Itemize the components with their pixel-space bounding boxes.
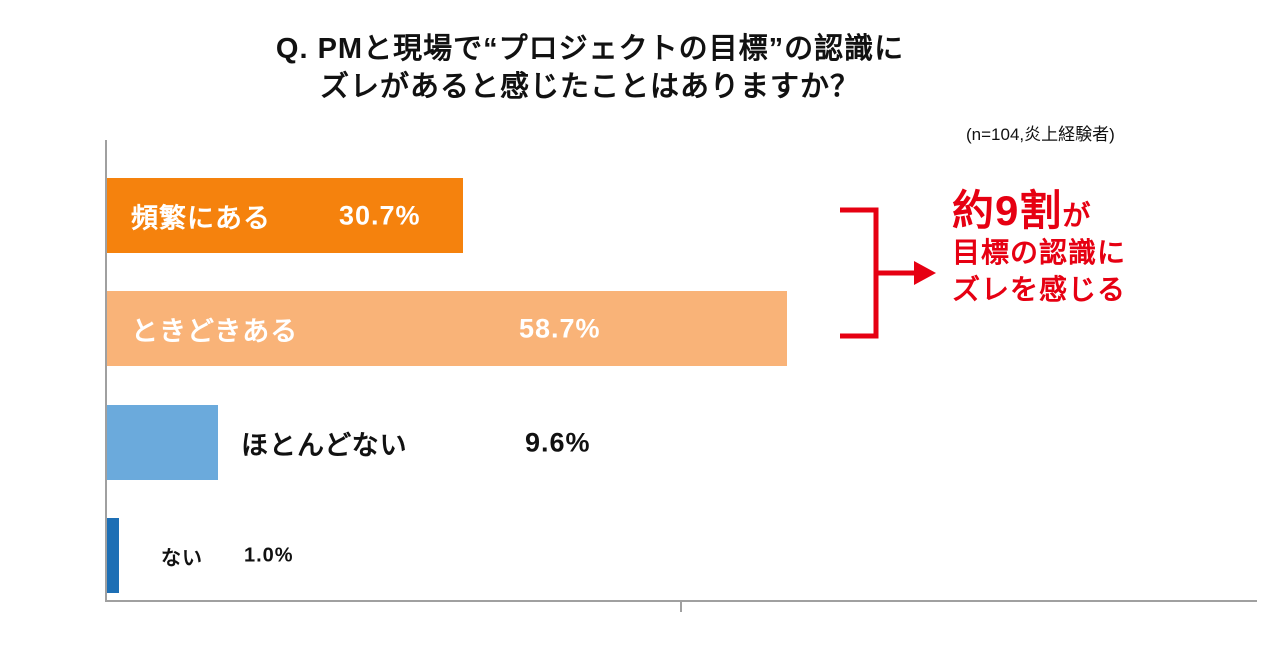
bar-frequent: 頻繁にある 30.7% — [107, 178, 463, 253]
y-axis-line — [105, 140, 107, 602]
bar-value-label: 9.6% — [525, 427, 591, 457]
bar-category-label: ほとんどない — [241, 430, 408, 460]
bar-sometimes: ときどきある 58.7% — [107, 291, 787, 366]
bar-rarely — [107, 405, 219, 480]
callout-line3: ズレを感じる — [952, 273, 1127, 305]
bar-row-sometimes: ときどきある 58.7% — [107, 291, 1257, 366]
bar-row-never: ない 1.0% — [107, 518, 1257, 593]
callout-text: 約9割 が 目標の認識に ズレを感じる — [952, 187, 1212, 309]
bar-category-label: 頻繁にある — [131, 203, 271, 233]
bracket-arrow-icon — [840, 207, 936, 339]
chart-title-line1: Q. PMと現場で“プロジェクトの目標”の認識に — [275, 33, 905, 65]
bar-value-label: 30.7% — [339, 200, 421, 230]
bar-category-label: ない — [161, 547, 203, 569]
bar-category-label: ときどきある — [131, 316, 299, 346]
bar-row-rarely: ほとんどない 9.6% — [107, 405, 1257, 480]
chart-title-line2: ズレがあると感じたことはありますか？ — [319, 71, 860, 104]
callout-line1: 約9割 が — [952, 187, 1212, 235]
x-axis-tick — [680, 600, 682, 612]
callout-suffix: が — [1062, 200, 1092, 231]
bar-row-frequent: 頻繁にある 30.7% — [107, 178, 1257, 253]
bar-never — [107, 518, 119, 593]
chart-title: Q. PMと現場で“プロジェクトの目標”の認識に ズレがあると感じたことはありま… — [160, 30, 1020, 107]
callout-highlight: 約9割 — [952, 187, 1063, 234]
callout-line2: 目標の認識に — [952, 236, 1127, 268]
bar-value-label: 1.0% — [244, 544, 294, 566]
bar-value-label: 58.7% — [519, 313, 601, 343]
sample-size-note: (n=104,炎上経験者) — [966, 125, 1115, 144]
